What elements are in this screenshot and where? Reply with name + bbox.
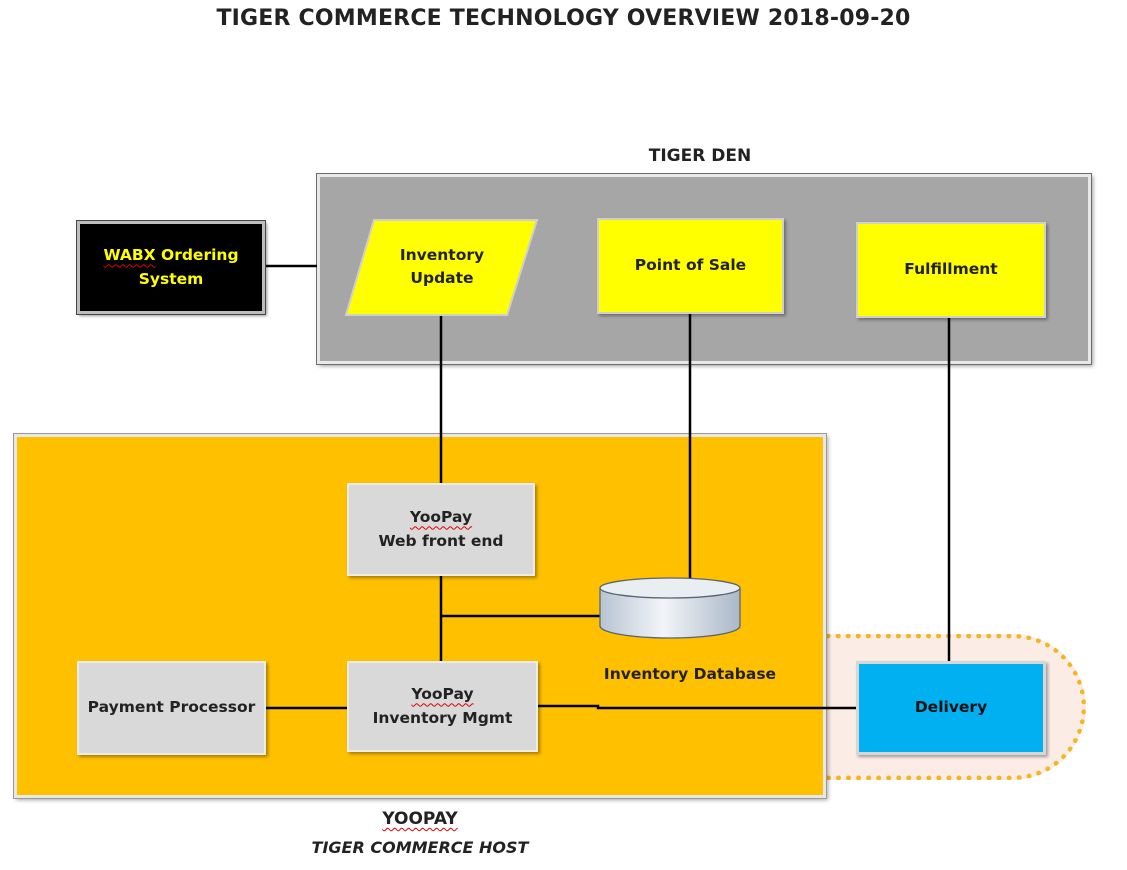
payment-processor-label: Payment Processor	[87, 698, 256, 717]
wabx-label: WABX	[103, 246, 156, 265]
inventory-mgmt-label-2: Inventory Mgmt	[372, 708, 513, 727]
web-front-end-label-2: Web front end	[378, 531, 504, 550]
edge-mgmt-delivery	[538, 704, 856, 710]
wabx-label-line2: System	[138, 269, 204, 288]
inventory-update-label-2: Update	[410, 269, 474, 287]
point-of-sale-label: Point of Sale	[634, 256, 747, 275]
fulfillment-label: Fulfillment	[904, 260, 998, 279]
delivery-label: Delivery	[914, 698, 988, 717]
inventory-database-node[interactable]	[596, 576, 744, 642]
inventory-mgmt-label-1: YooPay	[411, 685, 474, 704]
yoopay-label-text: YOOPAY	[382, 809, 458, 829]
inventory-update-label-1: Inventory	[399, 245, 485, 264]
inventory-mgmt-node[interactable]: YooPay Inventory Mgmt	[347, 661, 538, 752]
point-of-sale-node[interactable]: Point of Sale	[597, 218, 784, 314]
yoopay-sublabel: TIGER COMMERCE HOST	[311, 838, 529, 857]
wabx-ordering-system-node[interactable]: WABX Ordering System	[77, 221, 265, 314]
inventory-database-label: Inventory Database	[603, 665, 777, 683]
page-title: TIGER COMMERCE TECHNOLOGY OVERVIEW 2018-…	[216, 6, 911, 31]
inventory-update-shape[interactable]	[344, 218, 540, 318]
tiger-den-label: TIGER DEN	[648, 146, 752, 166]
delivery-node[interactable]: Delivery	[856, 661, 1046, 755]
fulfillment-node[interactable]: Fulfillment	[856, 222, 1046, 318]
yoopay-label: YOOPAY	[320, 809, 520, 829]
payment-processor-node[interactable]: Payment Processor	[77, 661, 266, 755]
inventory-update-node[interactable]: Inventory Update	[344, 218, 540, 316]
wabx-label-rest: Ordering	[155, 246, 239, 265]
web-front-end-label-1: YooPay	[409, 508, 473, 527]
web-front-end-node[interactable]: YooPay Web front end	[347, 483, 535, 576]
